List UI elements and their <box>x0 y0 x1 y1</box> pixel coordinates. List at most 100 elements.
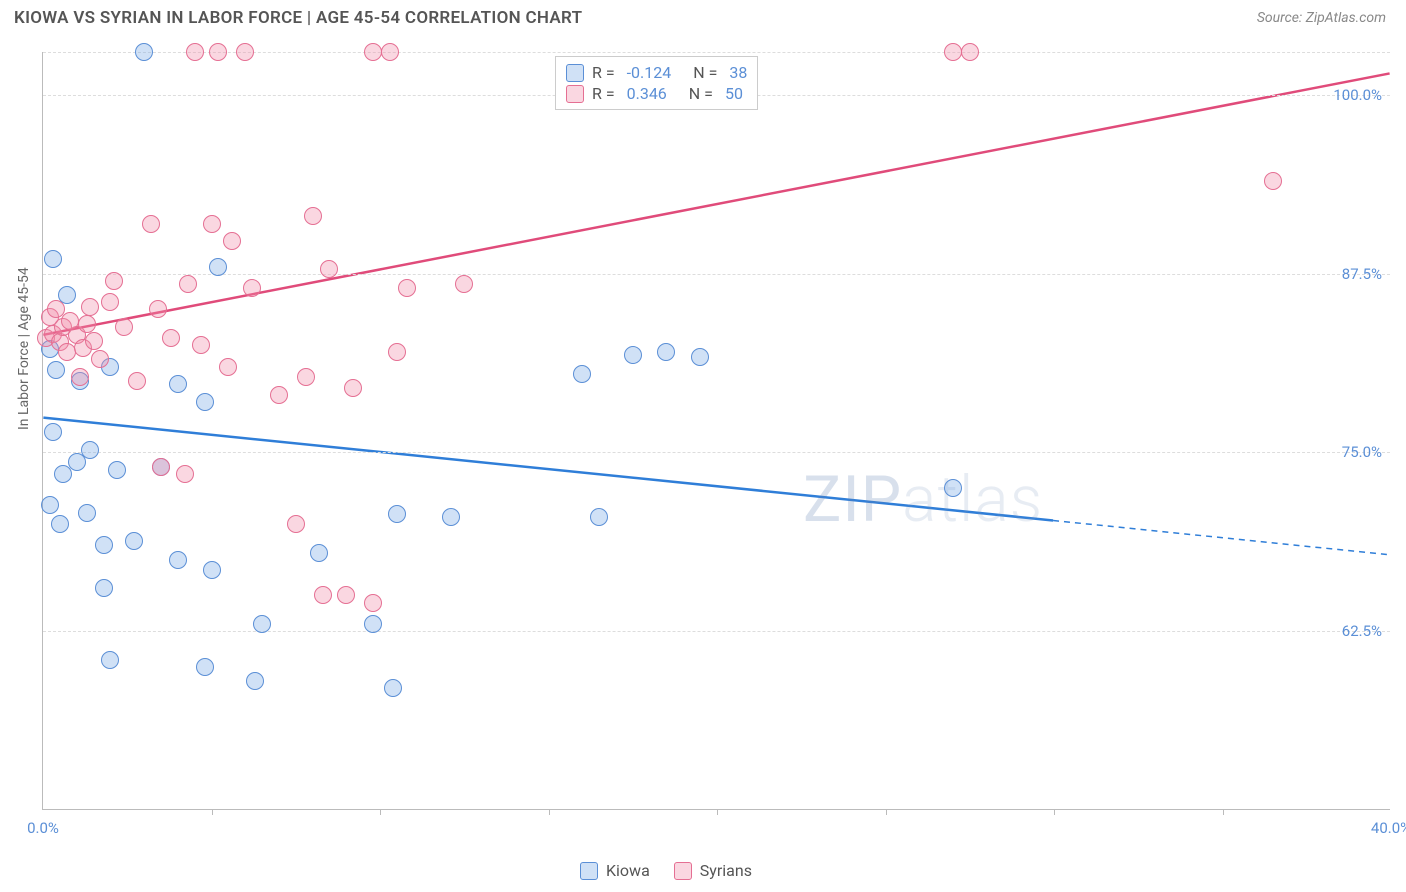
y-tick-label: 100.0% <box>1333 86 1382 104</box>
data-point <box>71 368 89 386</box>
data-point <box>196 393 214 411</box>
legend-r-value: 0.346 <box>627 84 667 103</box>
regression-lines-layer <box>43 52 1390 809</box>
legend-n-value: 50 <box>725 84 743 103</box>
data-point <box>364 615 382 633</box>
legend-top: R =-0.124N =38R =0.346N =50 <box>555 56 758 110</box>
data-point <box>246 672 264 690</box>
data-point <box>81 298 99 316</box>
legend-swatch <box>580 862 598 880</box>
chart-area: ZIPatlas 62.5%75.0%87.5%100.0%0.0%40.0% <box>42 52 1390 810</box>
x-tick <box>886 809 887 815</box>
data-point <box>128 372 146 390</box>
data-point <box>91 350 109 368</box>
y-tick-label: 75.0% <box>1342 443 1382 461</box>
data-point <box>236 43 254 61</box>
y-tick-label: 87.5% <box>1342 265 1382 283</box>
legend-label: Kiowa <box>606 861 650 880</box>
x-tick <box>717 809 718 815</box>
data-point <box>135 43 153 61</box>
legend-r-label: R = <box>592 63 615 82</box>
data-point <box>944 479 962 497</box>
legend-r-value: -0.124 <box>627 63 672 82</box>
x-tick <box>1054 809 1055 815</box>
data-point <box>142 215 160 233</box>
data-point <box>58 343 76 361</box>
data-point <box>61 312 79 330</box>
data-point <box>243 279 261 297</box>
data-point <box>944 43 962 61</box>
x-tick <box>1223 809 1224 815</box>
data-point <box>384 679 402 697</box>
data-point <box>41 496 59 514</box>
data-point <box>209 43 227 61</box>
data-point <box>388 343 406 361</box>
data-point <box>196 658 214 676</box>
data-point <box>337 586 355 604</box>
data-point <box>105 272 123 290</box>
data-point <box>54 465 72 483</box>
data-point <box>125 532 143 550</box>
data-point <box>1264 172 1282 190</box>
regression-line <box>43 418 1053 521</box>
data-point <box>108 461 126 479</box>
legend-r-label: R = <box>592 84 615 103</box>
legend-swatch <box>566 85 584 103</box>
data-point <box>364 594 382 612</box>
legend-label: Syrians <box>700 861 752 880</box>
data-point <box>81 441 99 459</box>
watermark-atlas: atlas <box>902 462 1043 537</box>
data-point <box>209 258 227 276</box>
regression-line-dashed <box>1053 520 1390 554</box>
data-point <box>398 279 416 297</box>
title-bar: KIOWA VS SYRIAN IN LABOR FORCE | AGE 45-… <box>0 0 1406 36</box>
legend-item: Kiowa <box>580 861 650 880</box>
data-point <box>85 332 103 350</box>
y-axis-label: In Labor Force | Age 45-54 <box>16 267 32 430</box>
data-point <box>364 43 382 61</box>
data-point <box>961 43 979 61</box>
data-point <box>270 386 288 404</box>
data-point <box>115 318 133 336</box>
data-point <box>203 561 221 579</box>
y-tick-label: 62.5% <box>1342 622 1382 640</box>
legend-n-label: N = <box>693 63 717 82</box>
data-point <box>47 361 65 379</box>
data-point <box>203 215 221 233</box>
data-point <box>95 536 113 554</box>
data-point <box>624 346 642 364</box>
regression-line <box>43 73 1389 334</box>
legend-row: R =-0.124N =38 <box>566 63 747 82</box>
x-tick <box>549 809 550 815</box>
gridline <box>43 631 1390 632</box>
data-point <box>186 43 204 61</box>
legend-n-label: N = <box>689 84 713 103</box>
data-point <box>304 207 322 225</box>
data-point <box>388 505 406 523</box>
data-point <box>176 465 194 483</box>
watermark: ZIPatlas <box>803 462 1043 537</box>
x-tick-label: 40.0% <box>1371 819 1406 837</box>
data-point <box>152 458 170 476</box>
data-point <box>44 423 62 441</box>
data-point <box>192 336 210 354</box>
data-point <box>219 358 237 376</box>
data-point <box>442 508 460 526</box>
data-point <box>169 375 187 393</box>
data-point <box>691 348 709 366</box>
legend-bottom: Kiowa Syrians <box>580 861 752 880</box>
x-tick-label: 0.0% <box>27 819 59 837</box>
legend-swatch <box>674 862 692 880</box>
data-point <box>455 275 473 293</box>
data-point <box>149 300 167 318</box>
data-point <box>169 551 187 569</box>
gridline <box>43 274 1390 275</box>
data-point <box>95 579 113 597</box>
data-point <box>310 544 328 562</box>
watermark-zip: ZIP <box>803 462 902 537</box>
source-label: Source: ZipAtlas.com <box>1257 10 1386 26</box>
x-tick <box>212 809 213 815</box>
data-point <box>101 293 119 311</box>
data-point <box>573 365 591 383</box>
data-point <box>179 275 197 293</box>
